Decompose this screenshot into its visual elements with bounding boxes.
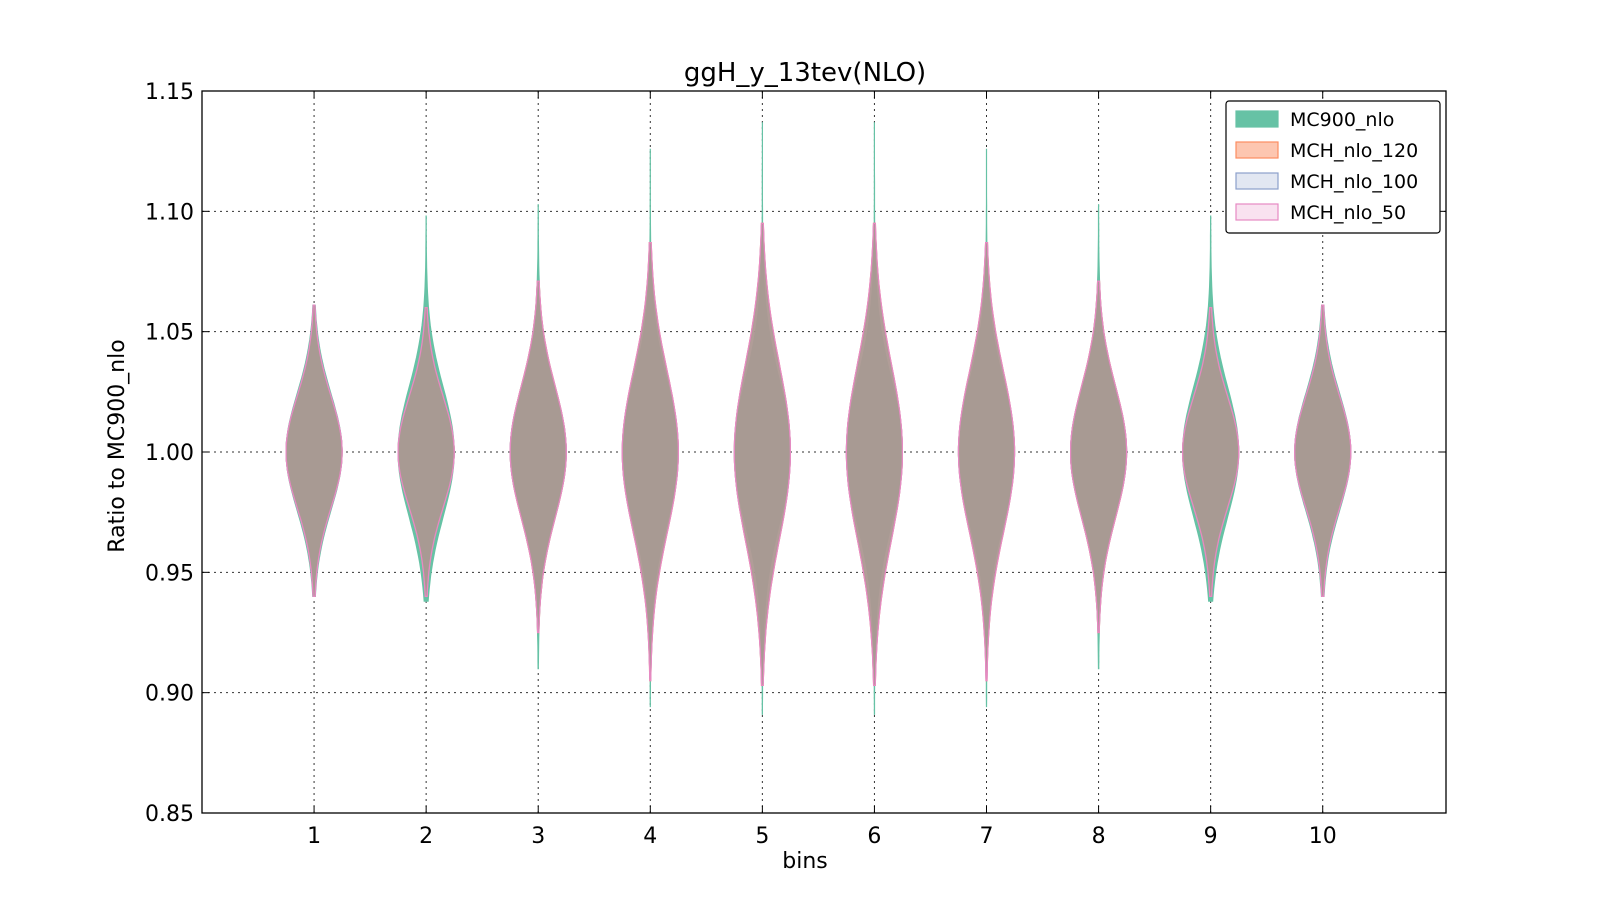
violin-overlap-bin-3 — [509, 280, 567, 634]
axis-ticks: 0.85 0.90 0.95 1.00 1.05 1.10 1.15 1 2 3 4 5 6 7 8 9 10 — [145, 80, 1446, 849]
legend-swatch — [1235, 141, 1279, 159]
x-tick-label: 1 — [307, 824, 321, 849]
x-tick-label: 9 — [1204, 824, 1218, 849]
legend-box — [1225, 100, 1441, 234]
violin-overlap-bin-5 — [733, 222, 792, 686]
x-tick-label: 7 — [980, 824, 994, 849]
legend-label: MCH_nlo_120 — [1290, 140, 1418, 162]
violin-overlap-bin-2 — [397, 307, 455, 597]
y-tick-label: 0.85 — [145, 802, 194, 827]
violin-overlap-bin-10 — [1294, 304, 1352, 597]
y-axis-label: Ratio to MC900_nlo — [105, 339, 130, 552]
violin-overlap-bin-7 — [957, 242, 1016, 682]
x-tick-label: 10 — [1309, 824, 1337, 849]
violin-overlap-bin-9 — [1181, 307, 1240, 597]
violins — [285, 122, 1352, 715]
legend-label: MC900_nlo — [1290, 109, 1394, 131]
y-tick-label: 1.00 — [145, 441, 194, 466]
x-tick-label: 5 — [755, 824, 769, 849]
y-tick-label: 1.05 — [145, 321, 194, 346]
legend-swatch — [1235, 203, 1279, 221]
legend-label: MCH_nlo_50 — [1290, 202, 1406, 224]
legend: MC900_nlo MCH_nlo_120 MCH_nlo_100 MCH_nlo_5… — [1225, 100, 1441, 234]
x-axis-label: bins — [782, 849, 827, 874]
x-tick-label: 6 — [867, 824, 881, 849]
x-tick-label: 3 — [531, 824, 545, 849]
violin-overlap-bin-1 — [285, 304, 343, 597]
chart-title: ggH_y_13tev(NLO) — [684, 58, 926, 88]
violin-overlap-bin-8 — [1070, 280, 1128, 634]
x-tick-label: 2 — [419, 824, 433, 849]
y-tick-label: 0.95 — [145, 561, 194, 586]
legend-label: MCH_nlo_100 — [1290, 171, 1418, 193]
x-tick-label: 8 — [1092, 824, 1106, 849]
x-tick-label: 4 — [643, 824, 657, 849]
y-tick-label: 0.90 — [145, 682, 194, 707]
y-tick-label: 1.10 — [145, 200, 194, 225]
legend-swatch — [1235, 110, 1279, 128]
violin-overlap-bin-4 — [621, 242, 679, 682]
legend-swatch — [1235, 172, 1279, 190]
y-tick-label: 1.15 — [145, 80, 194, 105]
violin-overlap-bin-6 — [845, 222, 903, 686]
